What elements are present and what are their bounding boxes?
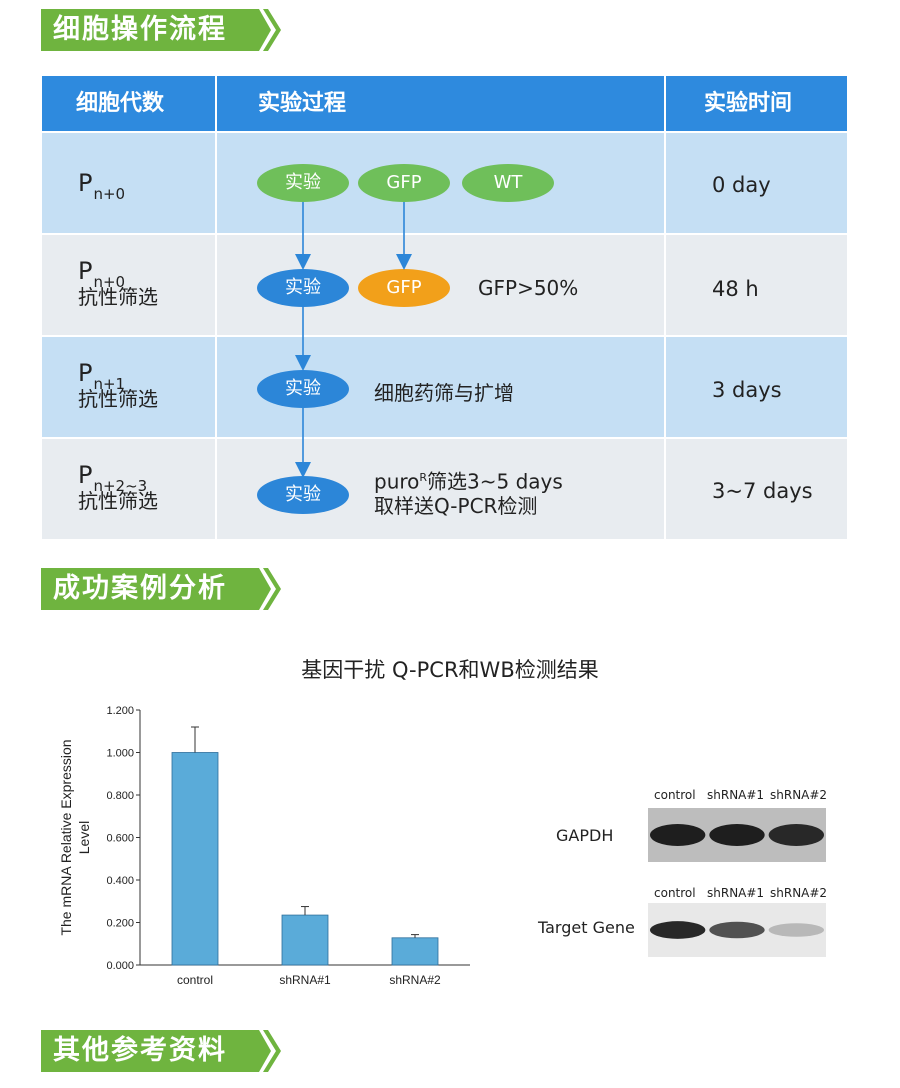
header-cell-time: 实验时间	[704, 91, 793, 116]
blot-band	[768, 923, 824, 937]
wb-blot-target	[648, 903, 826, 957]
wb-column-label: control	[654, 788, 696, 802]
table-header: 细胞代数 实验过程 实验时间	[42, 76, 847, 131]
passage-label: 抗性筛选	[78, 489, 158, 513]
table-row: Pn+0 抗性筛选 实验 GFP GFP>50% 48 h	[42, 235, 847, 335]
passage-sub: n+1	[93, 375, 126, 393]
ellipse-experiment: 实验	[257, 164, 349, 202]
table-row: Pn+0 实验 GFP WT 0 day	[42, 133, 847, 233]
bar	[391, 937, 439, 966]
y-tick-label: 0.400	[106, 875, 134, 887]
time-cell: 3~7 days	[712, 479, 813, 503]
y-tick-label: 1.200	[106, 705, 134, 717]
ellipse-gfp: GFP	[358, 269, 450, 307]
blot-band	[709, 824, 765, 846]
note-text: 筛选3~5 days	[427, 469, 563, 494]
passage-p: P	[78, 359, 93, 387]
wb-column-label: shRNA#1	[707, 788, 765, 802]
blot-band	[650, 824, 706, 846]
row-note: GFP>50%	[478, 276, 579, 300]
note-text: 取样送Q-PCR检测	[374, 493, 538, 518]
ellipse-gfp: GFP	[358, 164, 450, 202]
passage-sub: n+0	[93, 185, 126, 203]
note-sup: R	[419, 471, 428, 484]
section-title: 其他参考资料	[41, 1030, 247, 1072]
row-note: puroR筛选3~5 days 取样送Q-PCR检测	[374, 466, 563, 518]
ellipse-experiment: 实验	[257, 370, 349, 408]
table-row: Pn+2~3 抗性筛选 实验 puroR筛选3~5 days 取样送Q-PCR检…	[42, 439, 847, 539]
row-note: 细胞药筛与扩增	[374, 381, 514, 405]
ellipse-wt: WT	[462, 164, 554, 202]
y-tick-label: 0.000	[106, 960, 134, 972]
slash-decoration-icon	[247, 1030, 281, 1072]
passage-p: P	[78, 461, 93, 489]
passage-cell: Pn+2~3 抗性筛选	[78, 461, 158, 514]
header-cell-process: 实验过程	[258, 91, 347, 116]
x-tick-label: shRNA#2	[389, 973, 441, 987]
y-tick-label: 0.800	[106, 790, 134, 802]
table-row: Pn+1 抗性筛选 实验 细胞药筛与扩增 3 days	[42, 337, 847, 437]
wb-band-label: Target Gene	[538, 918, 635, 937]
wb-column-label: shRNA#2	[770, 886, 828, 900]
blot-band	[768, 824, 824, 846]
ellipse-experiment: 实验	[257, 269, 349, 307]
wb-column-label: shRNA#1	[707, 886, 765, 900]
qpcr-bar-chart: 0.000 0.200 0.400 0.600 0.800 1.000 1.200 The m…	[58, 705, 470, 987]
slash-decoration-icon	[247, 568, 281, 610]
y-axis-label: Level	[76, 821, 92, 854]
wb-column-label: shRNA#2	[770, 788, 828, 802]
passage-p: P	[78, 257, 93, 285]
time-cell: 48 h	[712, 277, 759, 301]
wb-column-label: control	[654, 886, 696, 900]
passage-cell: Pn+1 抗性筛选	[78, 359, 158, 412]
passage-p: P	[78, 169, 93, 197]
time-cell: 0 day	[712, 173, 771, 197]
slash-decoration-icon	[247, 9, 281, 51]
y-tick-label: 0.200	[106, 918, 134, 930]
passage-cell: Pn+0	[78, 169, 125, 203]
note-text: puro	[374, 469, 420, 494]
wb-blot-gapdh	[648, 808, 826, 862]
time-cell: 3 days	[712, 378, 782, 402]
flow-arrows	[295, 202, 412, 478]
bar	[171, 752, 219, 966]
blot-band	[650, 921, 706, 939]
y-tick-label: 1.000	[106, 748, 134, 760]
wb-band-label: GAPDH	[556, 826, 614, 845]
header-cell-passage: 细胞代数	[76, 91, 165, 116]
section-title: 成功案例分析	[41, 568, 247, 610]
y-axis-label: The mRNA Relative Expression	[58, 739, 74, 935]
column-divider	[215, 76, 217, 539]
passage-cell: Pn+0 抗性筛选	[78, 257, 158, 310]
x-tick-label: control	[177, 973, 213, 987]
column-divider	[664, 76, 666, 539]
chart-title: 基因干扰 Q-PCR和WB检测结果	[301, 658, 599, 682]
passage-label: 抗性筛选	[78, 387, 158, 411]
passage-sub: n+2~3	[93, 477, 148, 495]
ellipse-experiment: 实验	[257, 476, 349, 514]
passage-sub: n+0	[93, 273, 126, 291]
bar	[281, 914, 329, 966]
blot-band	[709, 921, 765, 939]
x-tick-label: shRNA#1	[279, 973, 331, 987]
y-tick-label: 0.600	[106, 833, 134, 845]
passage-label: 抗性筛选	[78, 285, 158, 309]
section-title: 细胞操作流程	[41, 9, 247, 51]
